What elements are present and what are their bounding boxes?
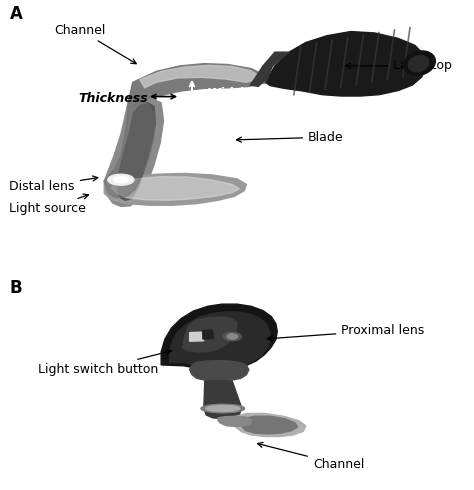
Text: Channel: Channel — [258, 442, 364, 470]
Polygon shape — [140, 65, 262, 88]
Text: Thickness: Thickness — [78, 92, 148, 105]
Polygon shape — [203, 330, 213, 339]
Text: Light switch button: Light switch button — [38, 350, 171, 376]
Text: Latex top: Latex top — [346, 59, 452, 73]
Polygon shape — [104, 173, 246, 205]
Text: A: A — [9, 5, 22, 24]
Ellipse shape — [114, 177, 128, 183]
Text: Blade: Blade — [237, 131, 344, 144]
Text: Light source: Light source — [9, 194, 89, 215]
Polygon shape — [127, 64, 268, 108]
Text: B: B — [9, 279, 22, 297]
Ellipse shape — [227, 334, 237, 339]
Polygon shape — [242, 416, 298, 434]
Ellipse shape — [206, 406, 240, 412]
Polygon shape — [204, 380, 242, 419]
Polygon shape — [218, 416, 251, 426]
Polygon shape — [104, 99, 164, 206]
Text: Width: Width — [206, 87, 248, 100]
Ellipse shape — [404, 51, 435, 75]
Polygon shape — [190, 332, 204, 341]
Polygon shape — [111, 177, 239, 200]
Text: Channel: Channel — [55, 24, 136, 64]
Polygon shape — [190, 361, 249, 381]
Polygon shape — [234, 414, 306, 437]
Text: Proximal lens: Proximal lens — [267, 324, 425, 341]
Ellipse shape — [108, 174, 134, 185]
Ellipse shape — [223, 332, 241, 341]
Polygon shape — [104, 101, 155, 197]
Polygon shape — [250, 52, 289, 86]
Ellipse shape — [201, 404, 245, 413]
Polygon shape — [118, 103, 155, 200]
Text: Distal lens: Distal lens — [9, 176, 98, 193]
Polygon shape — [161, 304, 277, 369]
Polygon shape — [182, 317, 237, 352]
Ellipse shape — [408, 55, 429, 72]
Polygon shape — [170, 312, 270, 369]
Polygon shape — [265, 31, 427, 96]
